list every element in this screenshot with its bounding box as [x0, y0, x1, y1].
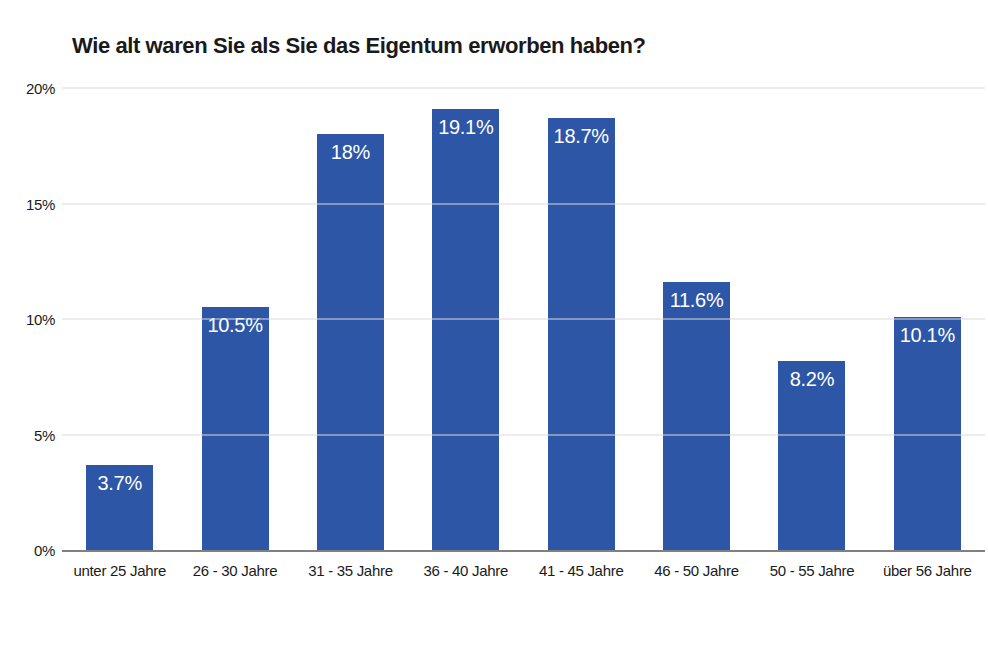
gridline — [62, 434, 985, 435]
bar-value-label: 19.1% — [432, 116, 499, 139]
x-tick-label: 46 - 50 Jahre — [639, 562, 754, 579]
y-axis: 0%5%10%15%20% — [0, 88, 55, 550]
x-tick-label: 41 - 45 Jahre — [524, 562, 639, 579]
x-tick-label: 26 - 30 Jahre — [177, 562, 292, 579]
x-tick-label: unter 25 Jahre — [62, 562, 177, 579]
bar: 8.2% — [778, 361, 845, 550]
x-tick-label: 31 - 35 Jahre — [293, 562, 408, 579]
x-tick-label: 36 - 40 Jahre — [408, 562, 523, 579]
bar-value-label: 8.2% — [778, 368, 845, 391]
y-tick-label: 20% — [26, 80, 55, 97]
bar: 3.7% — [86, 465, 153, 550]
bar: 19.1% — [432, 109, 499, 550]
plot-area: 3.7% 10.5% 18% 19.1% 18.7% 11.6% 8.2% 10.1% — [62, 88, 985, 552]
y-tick-label: 0% — [34, 542, 55, 559]
bar: 18% — [317, 134, 384, 550]
bar-value-label: 3.7% — [86, 472, 153, 495]
bar: 18.7% — [548, 118, 615, 550]
bar: 10.5% — [202, 307, 269, 550]
y-tick-label: 10% — [26, 311, 55, 328]
y-tick-label: 5% — [34, 426, 55, 443]
bar-value-label: 10.1% — [894, 324, 961, 347]
bar: 11.6% — [663, 282, 730, 550]
x-tick-label: 50 - 55 Jahre — [754, 562, 869, 579]
bar-value-label: 18% — [317, 141, 384, 164]
gridline — [62, 88, 985, 89]
x-axis: unter 25 Jahre26 - 30 Jahre31 - 35 Jahre… — [62, 562, 985, 579]
gridline — [62, 203, 985, 204]
y-tick-label: 15% — [26, 195, 55, 212]
bar-value-label: 18.7% — [548, 125, 615, 148]
bar-value-label: 11.6% — [663, 289, 730, 312]
chart-title: Wie alt waren Sie als Sie das Eigentum e… — [72, 33, 646, 59]
gridline — [62, 319, 985, 320]
x-tick-label: über 56 Jahre — [870, 562, 985, 579]
